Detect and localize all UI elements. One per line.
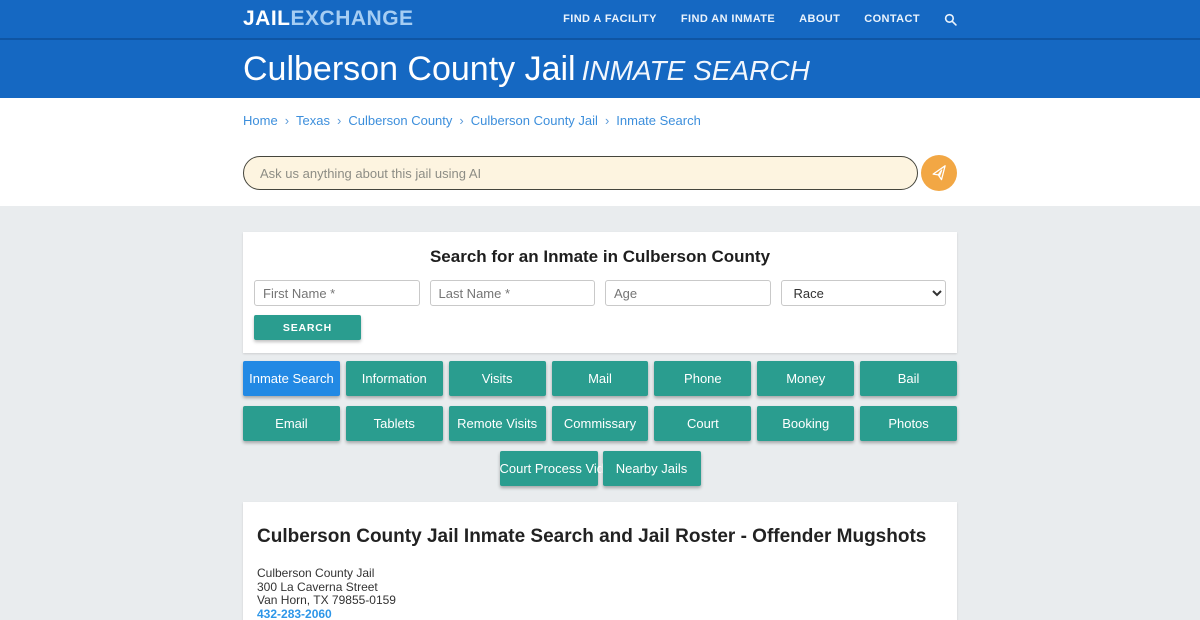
tab-court[interactable]: Court	[654, 406, 752, 441]
page-title-main: Culberson County Jail	[243, 49, 576, 88]
race-select[interactable]: Race	[780, 280, 946, 306]
nav-about[interactable]: ABOUT	[799, 13, 841, 25]
tab-row-3: Court Process Video Nearby Jails	[243, 451, 957, 486]
paper-plane-icon	[931, 164, 948, 182]
tab-booking[interactable]: Booking	[757, 406, 855, 441]
tab-photos[interactable]: Photos	[860, 406, 957, 441]
ai-search-input[interactable]	[243, 156, 918, 190]
tab-bail[interactable]: Bail	[860, 361, 957, 396]
jail-address: Culberson County Jail 300 La Caverna Str…	[257, 566, 943, 620]
breadcrumb-item-texas[interactable]: Texas	[296, 113, 330, 128]
tab-nearby-jails[interactable]: Nearby Jails	[602, 451, 701, 486]
address-line-city: Van Horn, TX 79855-0159	[257, 593, 396, 607]
breadcrumb: Home › Texas › Culberson County › Culber…	[243, 113, 957, 128]
address-line-name: Culberson County Jail	[257, 566, 375, 580]
logo[interactable]: JAILEXCHANGE	[243, 7, 414, 31]
nav-find-an-inmate[interactable]: FIND AN INMATE	[680, 13, 776, 25]
breadcrumb-item-home[interactable]: Home	[243, 113, 278, 128]
tab-court-process-video[interactable]: Court Process Video	[499, 451, 619, 486]
nav-find-a-facility[interactable]: FIND A FACILITY	[563, 13, 657, 25]
nav-contact[interactable]: CONTACT	[864, 13, 920, 25]
page-title: Culberson County Jail INMATE SEARCH	[243, 50, 957, 89]
tab-visits[interactable]: Visits	[448, 361, 546, 396]
inmate-search-title: Search for an Inmate in Culberson County	[429, 247, 771, 266]
search-button[interactable]: SEARCH	[254, 315, 361, 340]
ai-send-button[interactable]	[921, 155, 957, 191]
banner: Culberson County Jail INMATE SEARCH	[0, 38, 1200, 98]
first-name-field[interactable]	[254, 280, 420, 306]
breadcrumb-item-inmate-search[interactable]: Inmate Search	[616, 113, 701, 128]
inmate-search-card: Search for an Inmate in Culberson County…	[243, 232, 957, 353]
tab-information[interactable]: Information	[345, 361, 443, 396]
search-icon[interactable]	[944, 13, 957, 26]
tab-email[interactable]: Email	[243, 406, 340, 441]
last-name-field[interactable]	[429, 280, 595, 306]
tab-phone[interactable]: Phone	[654, 361, 752, 396]
tab-commissary[interactable]: Commissary	[551, 406, 649, 441]
tab-inmate-search[interactable]: Inmate Search	[243, 361, 340, 396]
breadcrumb-and-ai-section: Home › Texas › Culberson County › Culber…	[0, 98, 1200, 206]
top-header: JAILEXCHANGE FIND A FACILITY FIND AN INM…	[0, 0, 1200, 38]
tab-remote-visits[interactable]: Remote Visits	[448, 406, 546, 441]
tab-row-2: Email Tablets Remote Visits Commissary C…	[243, 406, 957, 441]
tab-money[interactable]: Money	[757, 361, 855, 396]
ai-search-bar	[243, 155, 957, 191]
tab-tablets[interactable]: Tablets	[345, 406, 443, 441]
chevron-right-icon: ›	[337, 113, 342, 128]
chevron-right-icon: ›	[604, 113, 610, 128]
logo-text-jail: JAIL	[243, 7, 291, 30]
page-title-sub: INMATE SEARCH	[581, 54, 810, 86]
jail-section-tabs: Inmate Search Information Visits Mail Ph…	[243, 361, 957, 486]
chevron-right-icon: ›	[459, 113, 464, 128]
jail-info-card: Culberson County Jail Inmate Search and …	[243, 502, 957, 620]
phone-link[interactable]: 432-283-2060	[257, 606, 332, 620]
breadcrumb-item-culberson-county[interactable]: Culberson County	[348, 113, 453, 128]
main-nav: FIND A FACILITY FIND AN INMATE ABOUT CON…	[563, 13, 957, 26]
age-field[interactable]	[605, 280, 771, 306]
breadcrumb-item-culberson-county-jail[interactable]: Culberson County Jail	[470, 113, 598, 128]
logo-text-exchange: EXCHANGE	[290, 7, 414, 30]
jail-info-heading: Culberson County Jail Inmate Search and …	[257, 526, 927, 547]
tab-mail[interactable]: Mail	[551, 361, 649, 396]
address-line-street: 300 La Caverna Street	[257, 579, 378, 594]
main-content-area: Search for an Inmate in Culberson County…	[0, 206, 1200, 620]
tab-row-1: Inmate Search Information Visits Mail Ph…	[243, 361, 957, 396]
inmate-search-form: Race	[254, 280, 946, 306]
chevron-right-icon: ›	[284, 113, 290, 128]
